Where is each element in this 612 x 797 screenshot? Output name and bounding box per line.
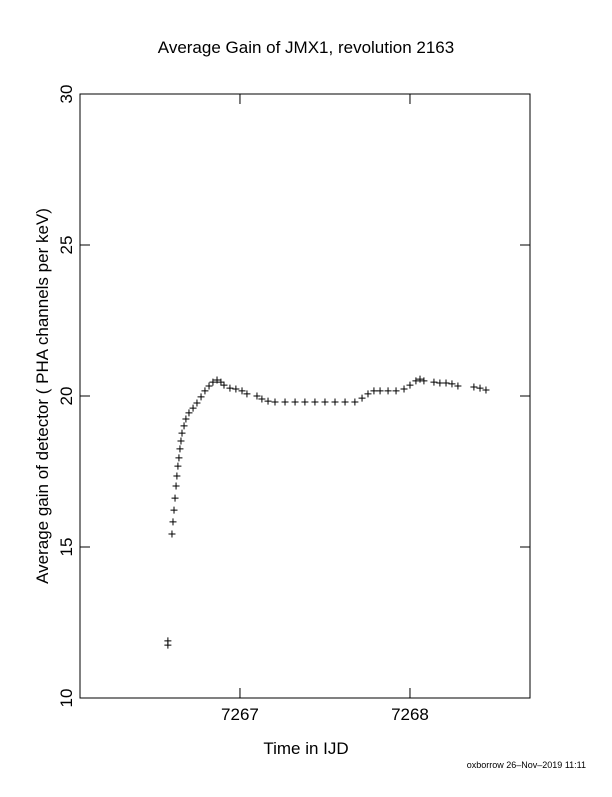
data-point — [243, 390, 251, 398]
data-point — [412, 377, 420, 385]
y-tick-label: 15 — [57, 538, 76, 557]
data-point — [376, 387, 384, 395]
data-point — [291, 398, 299, 406]
data-point — [253, 392, 261, 400]
y-tick-label: 30 — [57, 85, 76, 104]
data-point — [448, 380, 456, 388]
data-point — [258, 395, 266, 403]
data-point — [177, 437, 185, 445]
data-point — [364, 390, 372, 398]
data-point — [370, 387, 378, 395]
data-point — [358, 394, 366, 402]
data-point — [189, 404, 197, 412]
data-point — [430, 378, 438, 386]
data-point — [281, 398, 289, 406]
data-point — [169, 518, 177, 526]
data-point — [176, 445, 184, 453]
data-point — [170, 506, 178, 514]
data-point — [311, 398, 319, 406]
data-point — [232, 385, 240, 393]
data-point — [193, 399, 201, 407]
data-point — [201, 387, 209, 395]
data-point — [213, 376, 221, 384]
data-point — [220, 381, 228, 389]
data-point — [178, 429, 186, 437]
y-tick-label: 25 — [57, 236, 76, 255]
data-point — [226, 384, 234, 392]
data-point — [180, 422, 188, 430]
data-point — [331, 398, 339, 406]
x-tick-label: 7267 — [221, 705, 259, 724]
y-tick-label: 20 — [57, 387, 76, 406]
data-point — [420, 377, 428, 385]
data-point — [171, 494, 179, 502]
data-point — [384, 387, 392, 395]
data-point — [341, 398, 349, 406]
chart-title: Average Gain of JMX1, revolution 2163 — [158, 38, 454, 57]
x-axis-label: Time in IJD — [263, 739, 348, 758]
data-point — [197, 393, 205, 401]
data-point — [164, 641, 172, 649]
data-point — [172, 482, 180, 490]
footer: oxborrow 26–Nov–2019 11:11 — [467, 760, 586, 770]
data-point — [321, 398, 329, 406]
data-point — [238, 387, 246, 395]
data-point — [436, 379, 444, 387]
data-point — [482, 386, 490, 394]
data-point — [168, 530, 176, 538]
data-point — [392, 387, 400, 395]
data-point — [185, 409, 193, 417]
x-tick-label: 7268 — [391, 705, 429, 724]
data-point — [217, 378, 225, 386]
data-point — [205, 382, 213, 390]
data-point — [182, 415, 190, 423]
data-point — [470, 383, 478, 391]
data-point — [416, 375, 424, 383]
data-point — [351, 398, 359, 406]
data-point — [406, 381, 414, 389]
data-point — [175, 454, 183, 462]
data-point — [400, 385, 408, 393]
data-point — [173, 472, 181, 480]
data-point — [264, 397, 272, 405]
y-tick-label: 10 — [57, 689, 76, 708]
data-point — [476, 384, 484, 392]
data-point — [271, 398, 279, 406]
data-point — [442, 379, 450, 387]
data-point — [174, 462, 182, 470]
data-point — [209, 378, 217, 386]
y-axis-label: Average gain of detector ( PHA channels … — [33, 208, 52, 584]
data-point — [301, 398, 309, 406]
data-point — [454, 382, 462, 390]
